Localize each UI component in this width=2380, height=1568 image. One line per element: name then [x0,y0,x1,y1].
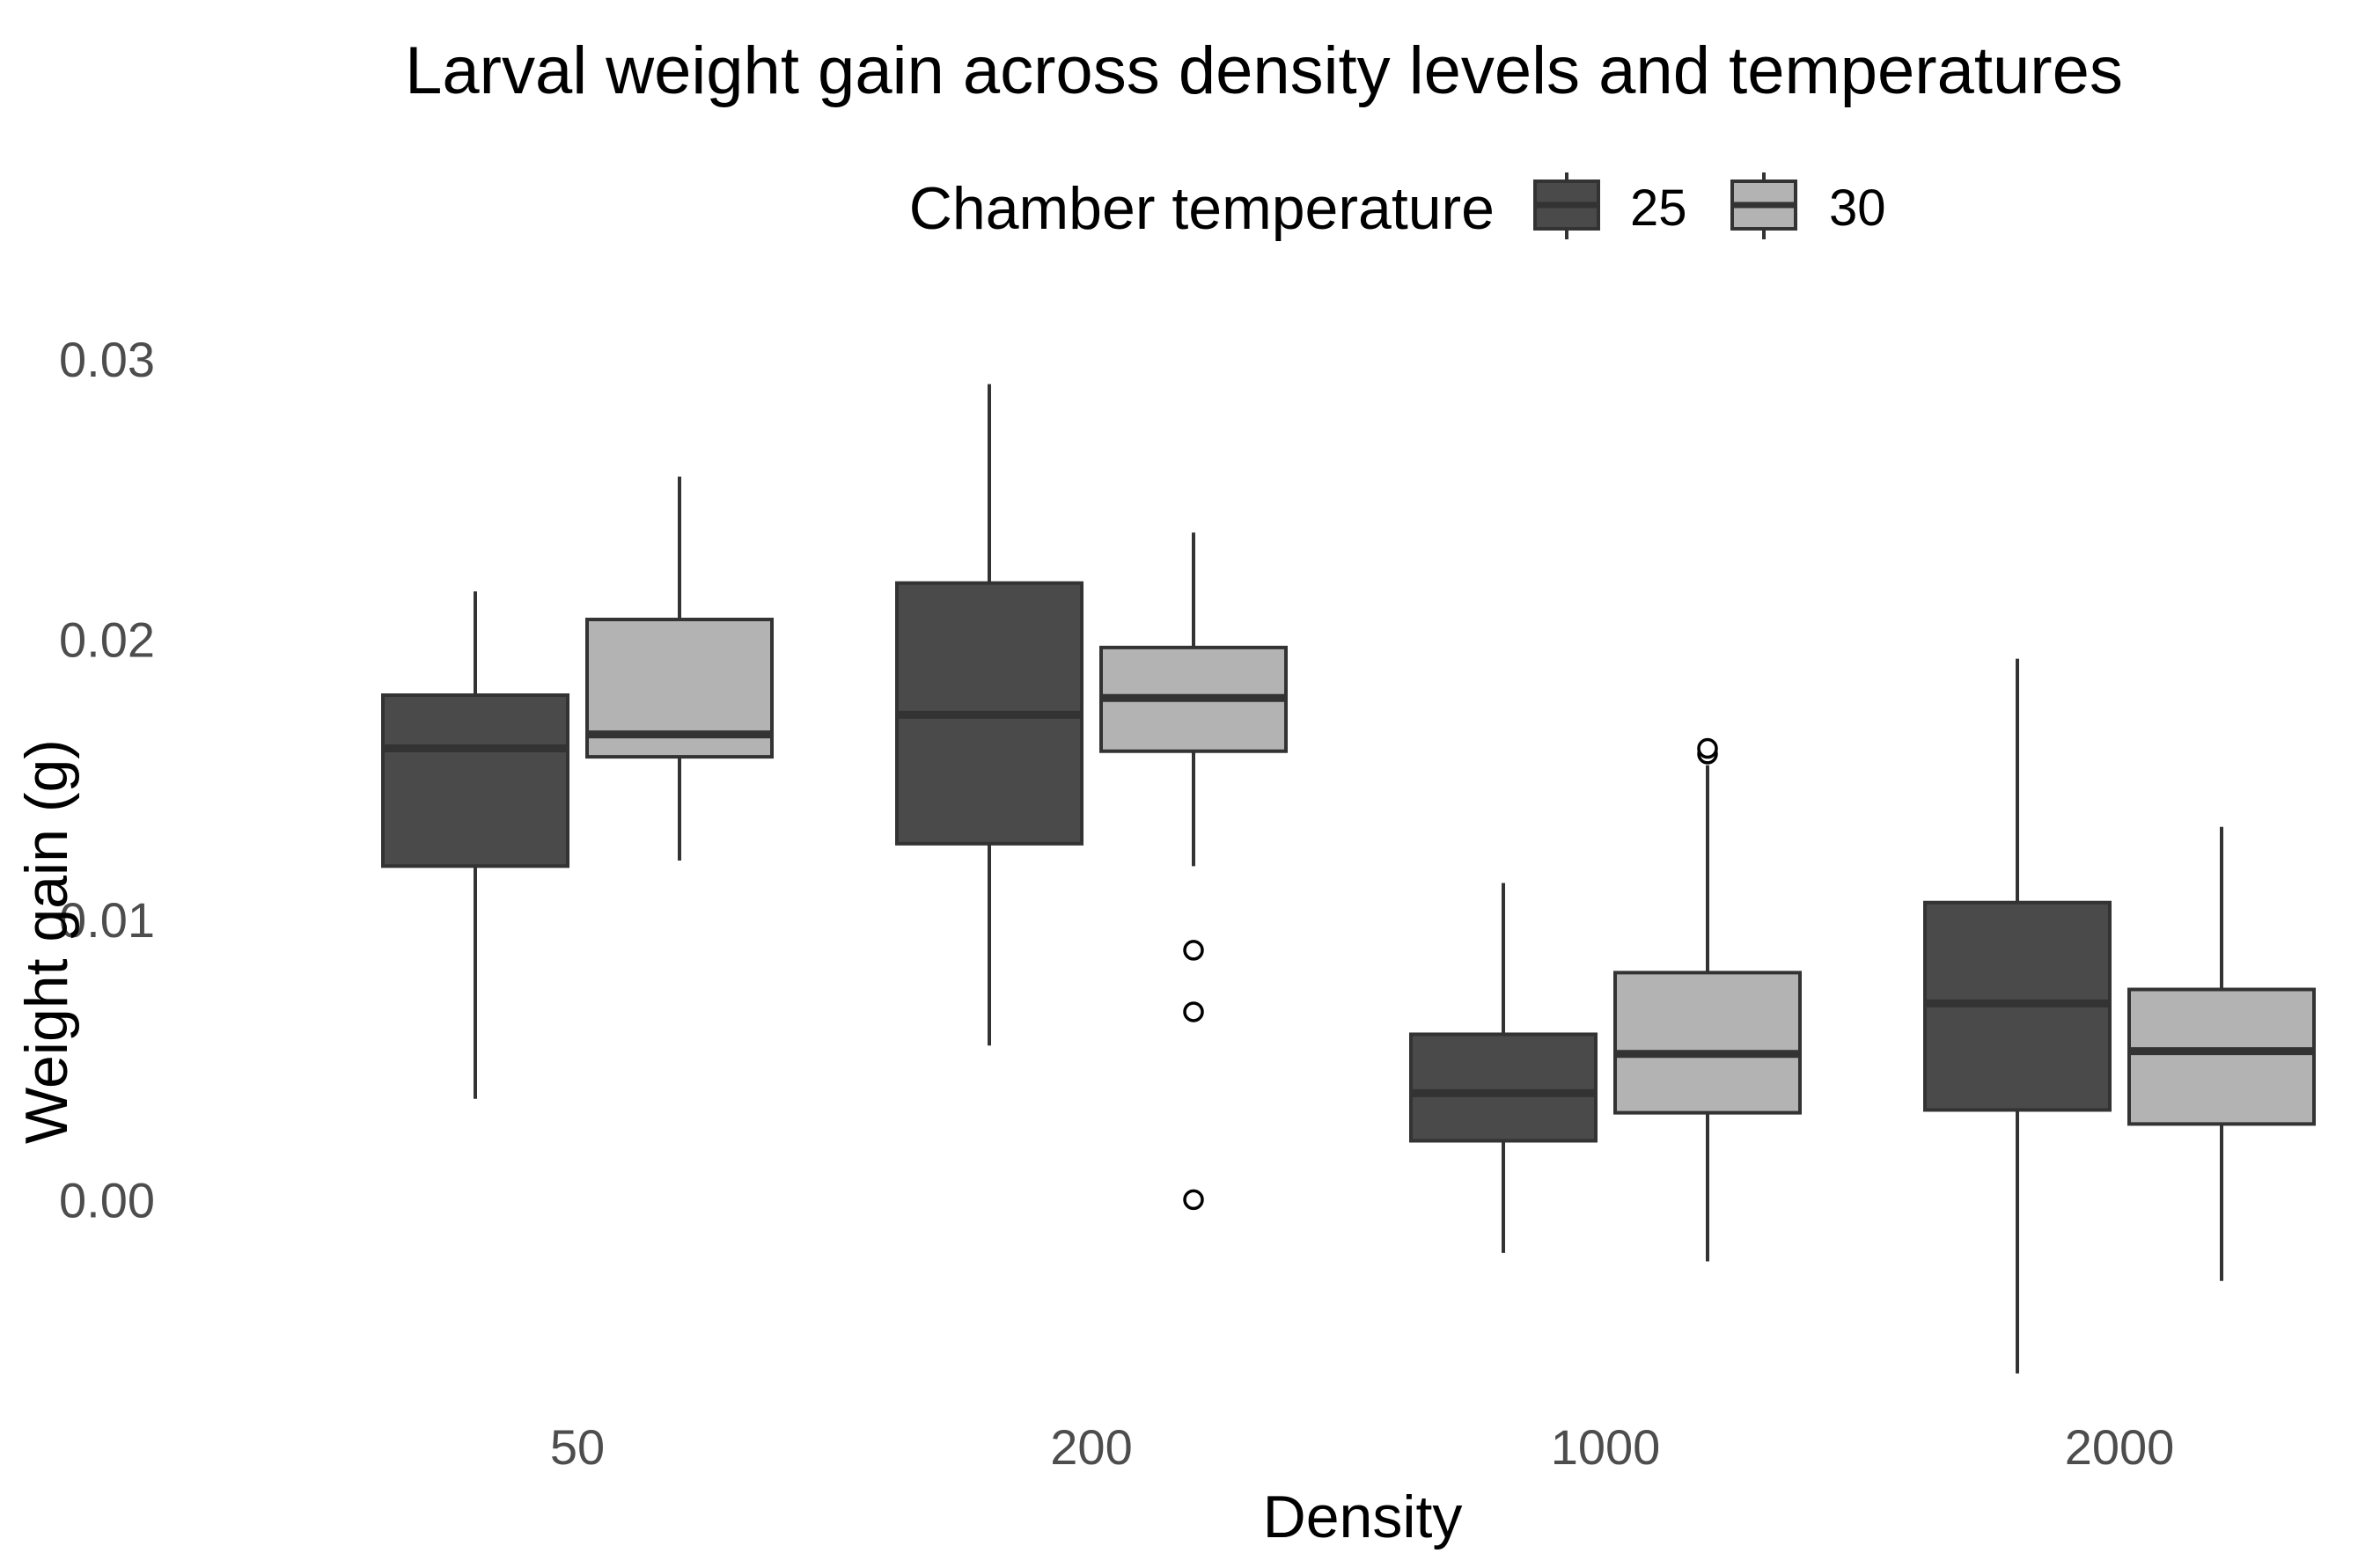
box-body [2127,987,2316,1126]
legend-title: Chamber temperature [909,175,1495,242]
x-axis-title: Density [1263,1484,1463,1550]
outlier-point [1183,1189,1204,1211]
legend-label-25: 25 [1630,180,1687,237]
legend: Chamber temperature 25 30 [909,172,1886,242]
box-30-1000 [1613,737,1802,1262]
outlier-point [1183,1001,1204,1022]
legend-label-30: 30 [1829,180,1886,237]
box-25-200 [895,384,1083,1046]
box-25-2000 [1923,658,2112,1374]
chart-title: Larval weight gain across density levels… [405,33,2123,108]
outlier-point [1183,940,1204,961]
y-tick-label: 0.03 [59,332,155,387]
legend-key-25 [1533,172,1600,239]
box-body [1409,1032,1598,1143]
box-30-50 [585,476,774,861]
box-30-200 [1099,532,1288,1211]
y-tick-label: 0.02 [59,612,155,667]
box-body [1613,971,1802,1115]
x-tick-label: 1000 [1551,1419,1661,1475]
box-25-1000 [1409,883,1598,1253]
y-tick-label: 0.01 [59,892,155,948]
y-axis-ticks: 0.00 0.01 0.02 0.03 [59,332,155,1228]
x-tick-label: 50 [550,1419,605,1475]
plot-area [381,384,2316,1374]
x-axis-ticks: 50 200 1000 2000 [550,1419,2174,1475]
box-body [381,693,569,868]
y-tick-label: 0.00 [59,1172,155,1227]
legend-key-30 [1730,172,1797,239]
x-tick-label: 200 [1050,1419,1132,1475]
outlier-point [1697,737,1718,759]
x-tick-label: 2000 [2065,1419,2175,1475]
y-axis-title: Weight gain (g) [13,739,80,1144]
box-30-2000 [2127,826,2316,1281]
box-25-50 [381,591,569,1099]
